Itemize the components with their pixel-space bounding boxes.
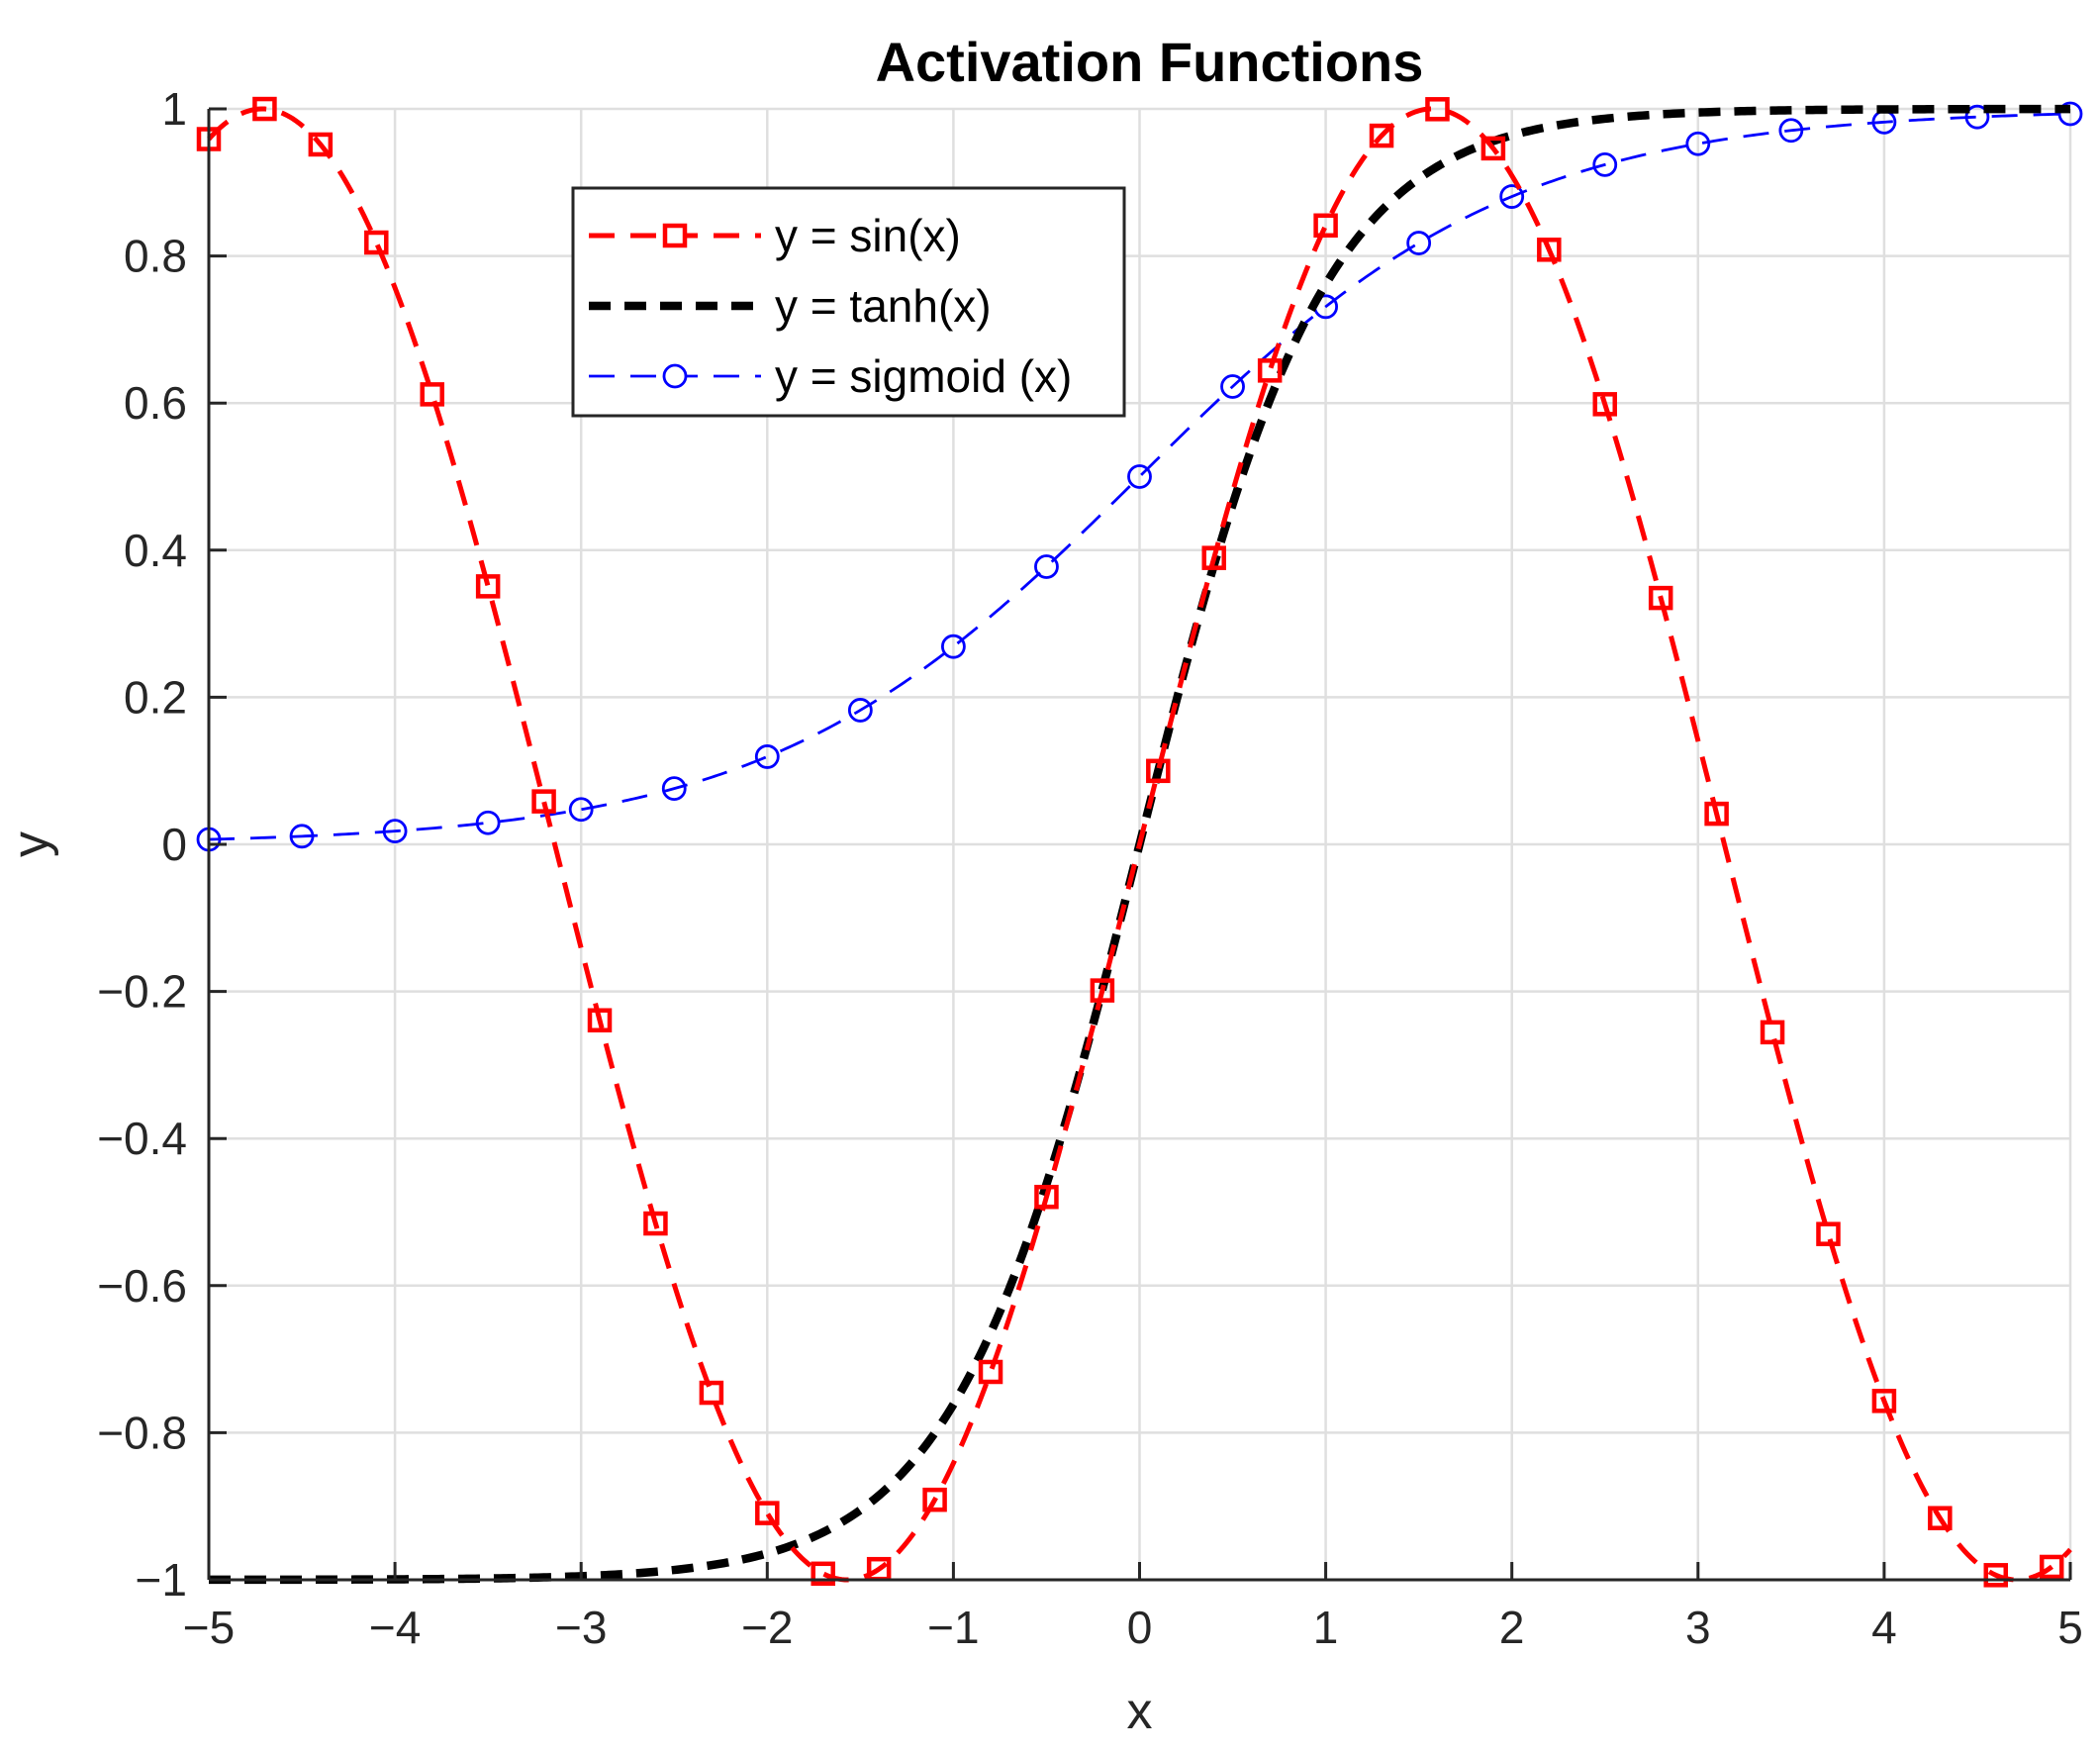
data-point <box>420 382 444 407</box>
data-point <box>1369 123 1394 148</box>
data-point <box>475 574 501 599</box>
y-tick-label: −0.8 <box>97 1407 187 1458</box>
data-point <box>1871 1389 1897 1414</box>
data-point <box>1928 1506 1953 1530</box>
legend-label: y = tanh(x) <box>775 280 992 332</box>
data-point <box>1685 131 1711 156</box>
y-tick-label: 0.6 <box>124 377 187 429</box>
data-point <box>1034 554 1059 579</box>
y-tick-label: 0.2 <box>124 671 187 723</box>
data-point <box>382 819 408 844</box>
x-tick-label: −2 <box>741 1602 793 1653</box>
data-point <box>1816 1221 1841 1246</box>
x-axis-title: x <box>1127 1683 1153 1740</box>
data-point <box>1964 104 1990 130</box>
data-point <box>2039 1554 2064 1580</box>
data-point <box>1760 1020 1785 1045</box>
data-point <box>1537 238 1562 262</box>
x-tick-label: −1 <box>927 1602 979 1653</box>
data-point <box>568 797 594 823</box>
y-tick-label: 0.8 <box>124 231 187 282</box>
legend-marker <box>662 223 688 248</box>
data-point <box>1592 392 1617 417</box>
legend-entries: y = sin(x) y = tanh(x) y = sigmoid (x) <box>589 210 1072 402</box>
data-point <box>1146 758 1171 784</box>
data-point <box>1220 374 1245 399</box>
legend-entry: y = sin(x) <box>589 210 961 261</box>
data-point <box>308 132 334 157</box>
tick-labels: −5 −4 −3 −2 −1 0 1 2 3 4 5 1 0.8 0.6 0.4 0.2 0 −0.2 −0.4 −0… <box>97 83 2083 1653</box>
data-point <box>1480 136 1506 161</box>
data-point <box>1425 97 1450 122</box>
y-tick-label: 1 <box>161 83 187 135</box>
y-tick-label: −0.2 <box>97 966 187 1018</box>
axes <box>207 107 2072 1582</box>
data-point <box>661 776 687 802</box>
data-point <box>847 698 873 723</box>
legend-entry: y = tanh(x) <box>589 280 992 332</box>
data-point <box>587 1008 613 1033</box>
data-point <box>978 1359 1003 1385</box>
data-point <box>1778 118 1804 144</box>
x-tick-label: 5 <box>2057 1602 2083 1653</box>
data-point <box>1499 184 1525 209</box>
data-point <box>2057 101 2083 127</box>
data-point <box>941 634 966 659</box>
data-point <box>1090 978 1115 1003</box>
y-tick-label: −1 <box>136 1554 187 1606</box>
data-point <box>754 744 780 769</box>
x-tick-label: 2 <box>1499 1602 1525 1653</box>
data-point <box>811 1561 835 1587</box>
data-point <box>1648 585 1673 611</box>
data-point <box>643 1211 668 1236</box>
legend-entry: y = sigmoid (x) <box>589 350 1072 402</box>
x-tick-label: 3 <box>1685 1602 1711 1653</box>
y-tick-label: −0.4 <box>97 1113 187 1164</box>
data-point <box>1127 464 1152 489</box>
data-point <box>1313 213 1338 239</box>
data-point <box>1592 151 1618 177</box>
data-point <box>531 789 556 814</box>
y-tick-label: 0.4 <box>124 525 187 576</box>
data-point <box>755 1501 780 1525</box>
x-tick-label: −4 <box>369 1602 421 1653</box>
data-point <box>1983 1563 2009 1588</box>
legend: y = sin(x) y = tanh(x) y = sigmoid (x) <box>571 186 1126 418</box>
data-point <box>922 1487 947 1512</box>
data-point <box>289 824 315 849</box>
legend-label: y = sigmoid (x) <box>775 350 1072 402</box>
legend-label: y = sin(x) <box>775 210 961 261</box>
x-tick-label: 0 <box>1127 1602 1153 1653</box>
y-axis-title: y <box>2 831 59 857</box>
y-tick-label: 0 <box>161 819 187 870</box>
data-point <box>1704 801 1729 827</box>
x-tick-label: 1 <box>1313 1602 1339 1653</box>
x-tick-label: −3 <box>555 1602 607 1653</box>
x-tick-label: 4 <box>1871 1602 1897 1653</box>
chart-title: Activation Functions <box>876 31 1424 93</box>
series-sin <box>196 96 2072 1588</box>
data-point <box>475 810 501 835</box>
data-point <box>699 1380 724 1406</box>
data-point <box>1257 358 1283 383</box>
legend-marker <box>662 363 688 389</box>
y-tick-label: −0.6 <box>97 1260 187 1312</box>
data-point <box>1406 231 1432 255</box>
data-point <box>1201 545 1226 570</box>
series-layer <box>196 96 2083 1588</box>
series-line <box>207 106 2072 1583</box>
series-line <box>208 112 2071 841</box>
data-point <box>364 230 389 255</box>
data-point <box>1034 1184 1059 1210</box>
data-point <box>252 96 277 122</box>
x-tick-label: −5 <box>183 1602 235 1653</box>
